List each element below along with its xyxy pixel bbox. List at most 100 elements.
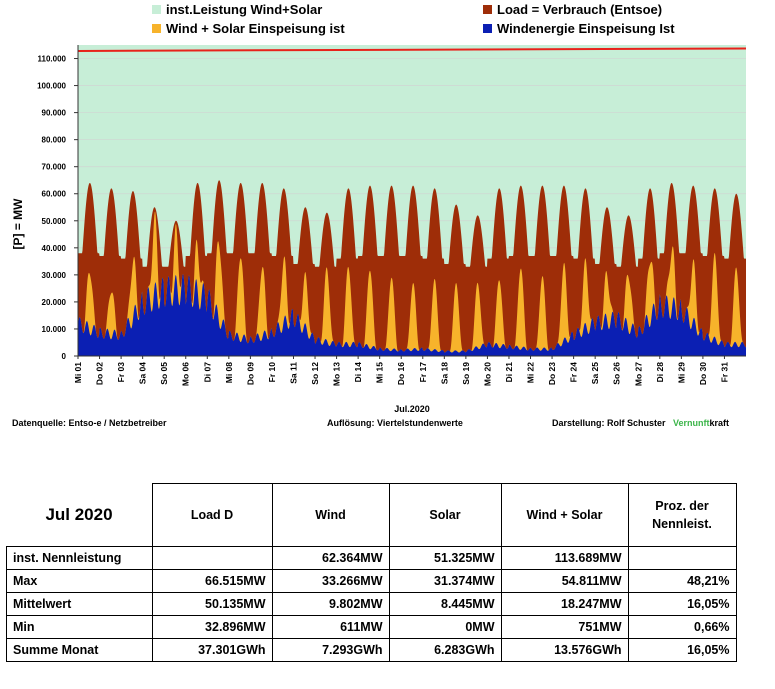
header-wind: Wind	[271, 483, 390, 547]
y-tick-label: 90.000	[42, 109, 67, 118]
author-label: Darstellung: Rolf Schuster Vernunftkraft	[552, 418, 729, 428]
header-wind-solar: Wind + Solar	[500, 483, 629, 547]
x-tick-label: So 26	[612, 362, 622, 385]
table-cell: 54.811MW	[500, 569, 629, 593]
chart-areas	[77, 47, 747, 356]
legend-label-load: Load = Verbrauch (Entsoe)	[497, 2, 663, 17]
x-tick-label: Mo 27	[633, 362, 643, 386]
x-tick-label: Fr 10	[267, 362, 277, 383]
table-cell: 62.364MW	[271, 546, 390, 570]
row-label: Min	[6, 615, 153, 639]
x-tick-label: Mo 20	[482, 362, 492, 386]
brand-part2: kraft	[709, 418, 730, 428]
table-cell: 66.515MW	[151, 569, 273, 593]
table-cell: 0MW	[388, 615, 502, 639]
legend-swatch-installed	[152, 5, 161, 14]
y-tick-label: 50.000	[42, 217, 67, 226]
brand-part1: Vernunft	[673, 418, 710, 428]
legend-label-wind-solar: Wind + Solar Einspeisung ist	[166, 21, 345, 36]
legend-item-installed: inst.Leistung Wind+Solar	[152, 2, 322, 17]
header-solar: Solar	[388, 483, 502, 547]
y-tick-label: 30.000	[42, 271, 67, 280]
x-tick-label: Fr 31	[719, 362, 729, 383]
chart-axes	[77, 45, 746, 357]
table-cell: 50.135MW	[151, 592, 273, 616]
x-tick-label: So 05	[159, 362, 169, 385]
x-tick-label: So 19	[461, 362, 471, 385]
wind-area-series	[78, 274, 746, 356]
x-tick-label: Do 02	[95, 362, 105, 385]
y-tick-label: 80.000	[42, 136, 67, 145]
table-cell: 32.896MW	[151, 615, 273, 639]
x-tick-label: Do 23	[547, 362, 557, 385]
load-area-series	[78, 180, 746, 356]
legend-swatch-wind-solar	[152, 24, 161, 33]
table-cell: 16,05%	[627, 592, 737, 616]
summary-table: Jul 2020 Load D Wind Solar Wind + Solar …	[6, 483, 737, 662]
resolution-label: Auflösung: Viertelstundenwerte	[327, 418, 463, 428]
table-row: Summe Monat 37.301GWh 7.293GWh 6.283GWh 13.5…	[6, 638, 737, 662]
x-tick-label: Do 30	[698, 362, 708, 385]
chart-legend: inst.Leistung Wind+Solar Load = Verbrauc…	[0, 0, 775, 42]
table-cell: 31.374MW	[388, 569, 502, 593]
header-load: Load D	[151, 483, 273, 547]
y-tick-label: 60.000	[42, 190, 67, 199]
table-row: inst. Nennleistung 62.364MW 51.325MW 113.68…	[6, 546, 737, 570]
x-tick-label: Sa 18	[439, 362, 449, 384]
x-tick-label: Do 16	[396, 362, 406, 385]
x-tick-label: Mi 01	[73, 362, 83, 384]
legend-label-wind: Windenergie Einspeisung Ist	[497, 21, 675, 36]
table-cell	[627, 546, 737, 570]
row-label: Summe Monat	[6, 638, 153, 662]
table-cell: 18.247MW	[500, 592, 629, 616]
table-cell	[151, 546, 273, 570]
x-tick-labels: Mi 01 Do 02 Fr 03 Sa 04 So 05 Mo 06 Di 07 Mi 08…	[73, 356, 729, 386]
y-tick-label: 100.000	[37, 82, 66, 91]
legend-swatch-load	[483, 5, 492, 14]
legend-item-load: Load = Verbrauch (Entsoe)	[483, 2, 662, 17]
row-label: Mittelwert	[6, 592, 153, 616]
x-tick-label: Sa 11	[288, 362, 298, 384]
y-tick-label: 20.000	[42, 298, 67, 307]
table-row: Mittelwert 50.135MW 9.802MW 8.445MW 18.247MW…	[6, 592, 737, 616]
legend-item-wind-solar: Wind + Solar Einspeisung ist	[152, 21, 345, 36]
y-tick-label: 0	[62, 352, 67, 361]
table-cell: 13.576GWh	[500, 638, 629, 662]
table-cell: 9.802MW	[271, 592, 390, 616]
installed-capacity-line	[77, 47, 747, 52]
x-tick-label: Di 14	[353, 362, 363, 383]
author-text: Darstellung: Rolf Schuster	[552, 418, 666, 428]
x-tick-label: Fr 17	[418, 362, 428, 383]
table-cell: 113.689MW	[500, 546, 629, 570]
x-axis-label: Jul.2020	[394, 404, 430, 412]
table-cell: 0,66%	[627, 615, 737, 639]
x-tick-label: Fr 03	[116, 362, 126, 383]
legend-label-installed: inst.Leistung Wind+Solar	[166, 2, 323, 17]
y-tick-label: 110.000	[38, 55, 67, 64]
chart-canvas: 0 10.000 20.000 30.000 40.000 50.000 60.000 70.…	[11, 45, 747, 412]
x-tick-label: Mi 15	[375, 362, 385, 384]
x-tick-label: Di 28	[655, 362, 665, 383]
table-cell: 51.325MW	[388, 546, 502, 570]
y-tick-label: 70.000	[42, 163, 67, 172]
table-cell: 6.283GWh	[388, 638, 502, 662]
y-tick-labels: 0 10.000 20.000 30.000 40.000 50.000 60.000 70.…	[37, 55, 78, 361]
y-tick-label: 10.000	[42, 325, 67, 334]
table-cell: 7.293GWh	[271, 638, 390, 662]
table-cell: 8.445MW	[388, 592, 502, 616]
table-cell: 751MW	[500, 615, 629, 639]
table-row: Min 32.896MW 611MW 0MW 751MW 0,66%	[6, 615, 737, 639]
table-cell: 37.301GWh	[151, 638, 273, 662]
data-source-label: Datenquelle: Entso-e / Netzbetreiber	[12, 418, 167, 428]
y-tick-label: 40.000	[42, 244, 67, 253]
table-cell: 611MW	[271, 615, 390, 639]
x-tick-label: Do 09	[245, 362, 255, 385]
x-tick-label: Sa 04	[138, 362, 148, 384]
table-header-row: Jul 2020 Load D Wind Solar Wind + Solar …	[6, 483, 737, 547]
x-tick-label: Fr 24	[569, 362, 579, 383]
row-label: Max	[6, 569, 153, 593]
table-cell: 16,05%	[627, 638, 737, 662]
y-axis-label: [P] = MW	[11, 198, 25, 250]
x-tick-label: Mi 08	[224, 362, 234, 384]
wind-solar-area-series	[78, 211, 746, 356]
